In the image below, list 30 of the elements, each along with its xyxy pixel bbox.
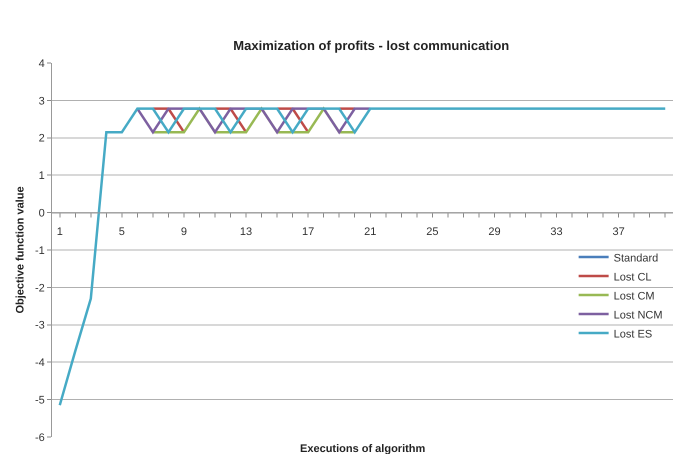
y-tick-label: -2: [35, 282, 45, 294]
legend-label: Lost CL: [614, 271, 652, 284]
y-tick-label: 3: [38, 95, 45, 108]
chart-title: Maximization of profits - lost communication: [233, 38, 510, 53]
y-tick-label: 0: [38, 207, 45, 220]
x-axis-title: Executions of algorithm: [300, 443, 426, 454]
x-tick-label: 25: [426, 226, 438, 238]
y-tick-label: -1: [35, 244, 45, 257]
y-tick-label: -4: [35, 357, 45, 370]
legend-label: Lost NCM: [614, 309, 663, 322]
y-tick-label: -3: [35, 320, 45, 332]
line-series: [58, 107, 666, 406]
legend-label: Lost ES: [614, 328, 652, 340]
x-tick-label: 33: [550, 226, 563, 238]
x-tick-label: 29: [488, 226, 501, 238]
x-tick-label: 9: [180, 226, 188, 238]
legend-label: Lost CM: [614, 290, 655, 302]
x-tick-label: 5: [118, 226, 125, 238]
x-tick-label: 21: [364, 226, 376, 238]
y-tick-label: 1: [38, 170, 45, 182]
x-tick-label: 13: [240, 226, 252, 238]
x-tick-label: 37: [612, 226, 625, 238]
y-tick-label: 2: [38, 132, 45, 145]
x-tick-label: 1: [56, 226, 63, 238]
y-tick-label: -5: [35, 394, 45, 406]
legend-label: Standard: [614, 252, 658, 264]
x-tick-label: 17: [302, 226, 314, 238]
y-tick-label: -6: [35, 432, 45, 444]
y-tick-label: 4: [38, 58, 45, 70]
y-axis-title: Objective function value: [14, 186, 27, 314]
